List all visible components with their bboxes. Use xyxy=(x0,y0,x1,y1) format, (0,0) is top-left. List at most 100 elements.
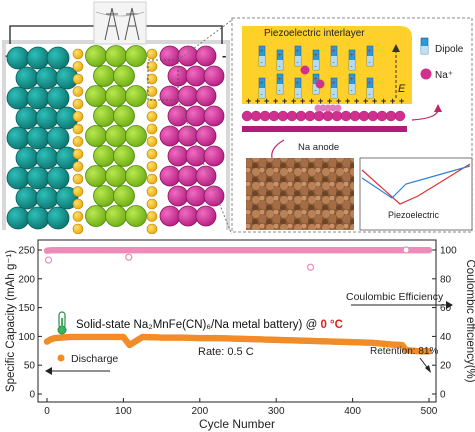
anode-particle xyxy=(167,105,189,127)
cathode-particle xyxy=(15,106,39,130)
interlayer-particle xyxy=(146,48,158,60)
svg-text:+: + xyxy=(390,96,395,106)
electrolyte-particle xyxy=(125,205,147,227)
interlayer-particle xyxy=(146,111,158,122)
y-right-tick-label: 40 xyxy=(440,332,452,343)
minus-terminal: - xyxy=(222,48,226,63)
cathode-particle xyxy=(46,86,70,110)
svg-text:+: + xyxy=(314,77,318,83)
electrolyte-particle xyxy=(93,105,115,127)
electrolyte-particle xyxy=(105,165,127,187)
thermometer-icon xyxy=(57,311,67,335)
piezo-interlayer-label: Piezoelectric interlayer xyxy=(264,28,365,39)
y-left-tick-label: 100 xyxy=(18,332,35,343)
cathode-particle xyxy=(35,66,59,90)
electrolyte-particle xyxy=(72,173,84,185)
svg-text:-: - xyxy=(351,88,353,94)
interlayer-particle xyxy=(146,136,158,147)
na-atom xyxy=(385,110,397,122)
x-tick-label: 400 xyxy=(344,406,361,417)
interlayer-particle xyxy=(146,61,158,72)
svg-text:+: + xyxy=(282,96,287,106)
svg-text:+: + xyxy=(260,81,264,87)
cathode-particle xyxy=(35,146,59,170)
na-atom xyxy=(394,110,406,122)
y-left-label: Specific Capacity (mAh g⁻¹) xyxy=(5,250,17,392)
interlayer-particle xyxy=(146,211,158,222)
electrolyte-particle xyxy=(72,98,84,110)
cathode-particle xyxy=(26,126,50,150)
plot-frame xyxy=(37,239,437,403)
electrolyte-particle xyxy=(93,185,115,207)
cycling-chart: 0 100 200 300 400 500050100150200250020406080… xyxy=(0,234,475,432)
anode-particle xyxy=(185,65,207,87)
electrolyte-particle xyxy=(85,205,107,227)
electrolyte-particle xyxy=(93,65,115,87)
anode-particle xyxy=(159,205,181,227)
cathode-particle xyxy=(15,66,39,90)
na-atom xyxy=(250,110,262,122)
anode-particle xyxy=(177,45,199,67)
svg-text:-: - xyxy=(369,60,371,66)
electrolyte-particle xyxy=(72,161,84,172)
electrolyte-particle xyxy=(105,125,127,147)
subtitle-text: Solid-state Na₂MnFe(CN)₆/Na metal batter… xyxy=(76,319,320,331)
svg-text:-: - xyxy=(351,64,353,70)
svg-text:+: + xyxy=(350,53,354,59)
na-anode-bar xyxy=(242,126,407,132)
na-anode-label: Na anode xyxy=(298,142,339,153)
svg-text:+: + xyxy=(350,77,354,83)
svg-text:+: + xyxy=(291,96,296,106)
anode-particle xyxy=(195,125,217,147)
ce-outlier-point xyxy=(44,256,53,264)
interlayer-particle xyxy=(146,173,158,185)
svg-text:+: + xyxy=(332,81,336,87)
anode-particle xyxy=(177,85,199,107)
electrolyte-particle xyxy=(72,73,84,85)
electrolyte-particle xyxy=(72,48,84,60)
dipole-array: + - + - + - + - + - + - + - + - + - + - + - + - + - + - xyxy=(258,45,374,99)
cathode-particle xyxy=(46,46,70,70)
electrolyte-particle xyxy=(72,136,84,147)
anode-particle xyxy=(195,85,217,107)
subtitle-temperature: 0 °C xyxy=(320,319,343,331)
discharge-legend: Discharge xyxy=(45,353,118,375)
cathode-particle xyxy=(35,186,59,210)
charge-row: + + + + + + + + + + + + + + + + + + xyxy=(246,96,404,106)
svg-text:-: - xyxy=(333,92,335,98)
na-atom xyxy=(331,110,343,122)
hysteresis-inset: Piezoelectric xyxy=(359,157,473,231)
svg-text:+: + xyxy=(327,96,332,106)
cathode-particle xyxy=(26,86,50,110)
na-atom xyxy=(334,104,342,112)
svg-text:+: + xyxy=(246,96,251,106)
anode-particle xyxy=(159,85,181,107)
ce-outlier-point xyxy=(125,253,133,261)
na-ion xyxy=(315,79,325,89)
cathode-particle xyxy=(6,86,30,110)
x-tick-label: 500 xyxy=(421,406,438,417)
na-deposits xyxy=(241,104,406,122)
field-label: E xyxy=(398,83,406,95)
schematic-panel: + - Piezoelectric interlayer +-+-+-+-+-+… xyxy=(2,1,473,236)
electrolyte-particle xyxy=(113,185,135,207)
electrolyte-particle xyxy=(85,85,107,107)
electrolyte-particle xyxy=(113,145,135,167)
dipole-label: Dipole xyxy=(435,44,464,55)
y-left-tick-label: 50 xyxy=(24,361,36,372)
cathode-particle xyxy=(15,186,39,210)
electrolyte-particle xyxy=(72,123,84,135)
interlayer-particle xyxy=(146,86,158,97)
cathode-particle xyxy=(55,186,79,210)
na-plus-label: Na⁺ xyxy=(435,70,453,81)
svg-text:+: + xyxy=(273,96,278,106)
y-right-tick-label: 80 xyxy=(440,274,452,285)
cathode-particle xyxy=(26,46,50,70)
anode-particle xyxy=(177,165,199,187)
interlayer-particle xyxy=(146,73,158,85)
anode-particle xyxy=(185,145,207,167)
x-tick-label: 200 xyxy=(191,406,208,417)
electrolyte-particle xyxy=(105,45,127,67)
anode-particle xyxy=(203,65,225,87)
svg-text:+: + xyxy=(318,96,323,106)
